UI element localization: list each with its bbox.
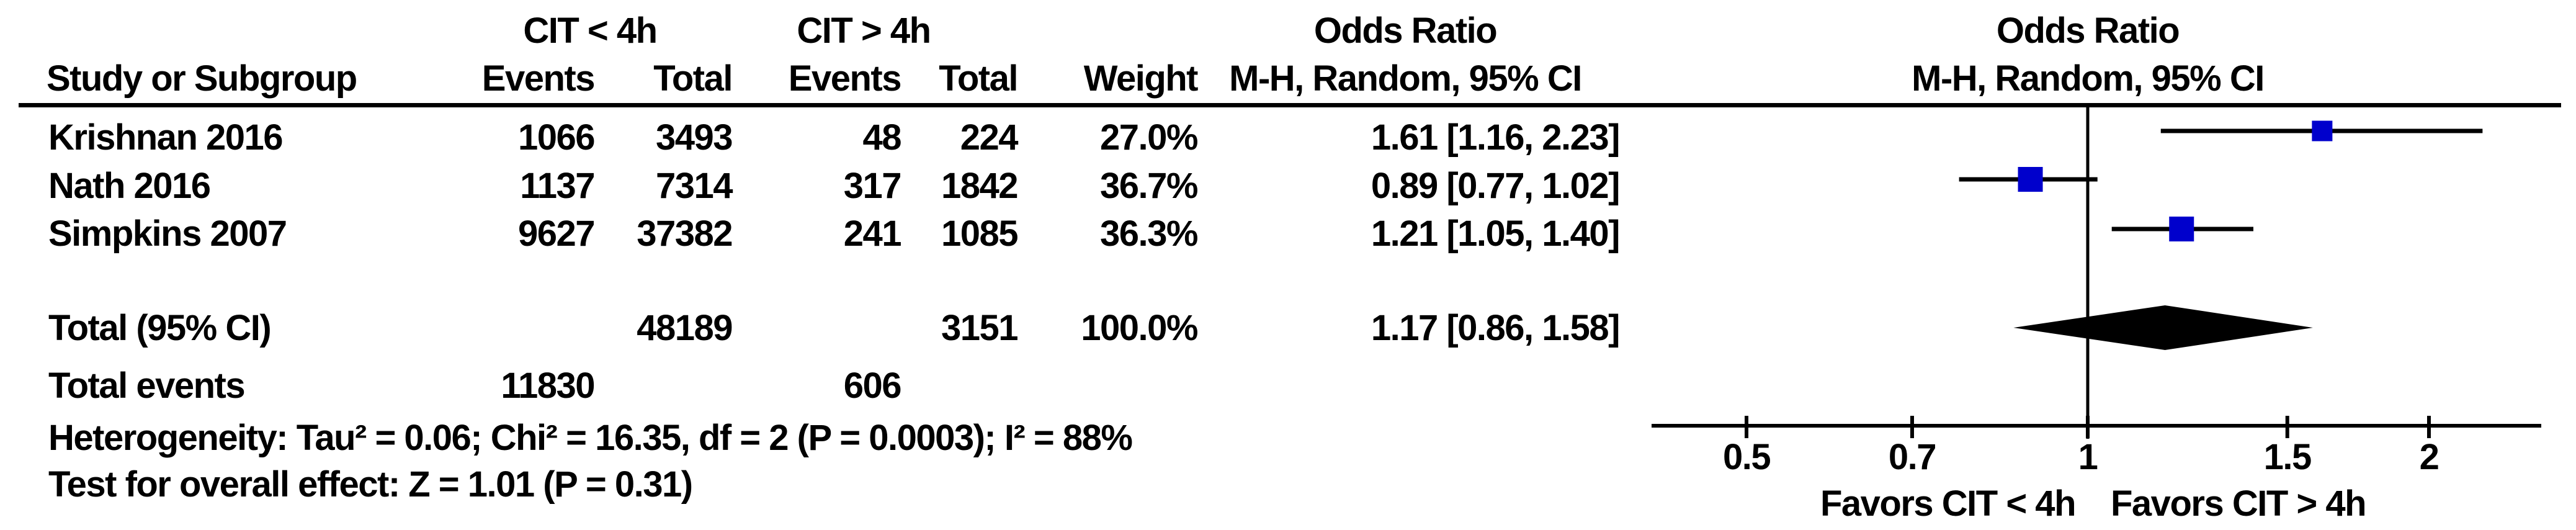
axis-tick-label: 0.5 — [1722, 437, 1771, 477]
study-total2: 1842 — [941, 166, 1019, 206]
axis-line — [1652, 424, 2541, 428]
group1-header: CIT < 4h — [523, 11, 658, 51]
axis-tick — [2086, 416, 2090, 438]
or-square — [2169, 217, 2194, 241]
study-weight: 36.7% — [1100, 166, 1198, 206]
total-or-ci: 1.17 [0.86, 1.58] — [1371, 308, 1621, 348]
study-events2: 317 — [843, 166, 902, 206]
axis-tick-label: 1.5 — [2263, 437, 2312, 477]
study-total1: 7314 — [655, 166, 733, 206]
odds-ratio-header-right: Odds Ratio — [1996, 11, 2180, 51]
study-name: Krishnan 2016 — [48, 117, 284, 158]
study-or-ci: 1.61 [1.16, 2.23] — [1371, 117, 1621, 158]
col-total2-header: Total — [939, 58, 1018, 99]
study-events1: 1137 — [520, 166, 595, 206]
study-total2: 224 — [960, 117, 1019, 158]
total-total2: 3151 — [941, 308, 1019, 348]
total-total1: 48189 — [637, 308, 733, 348]
axis-tick — [1745, 416, 1749, 438]
col-events1-header: Events — [481, 58, 596, 99]
total-weight: 100.0% — [1081, 308, 1198, 348]
group2-header: CIT > 4h — [797, 11, 931, 51]
summary-diamond — [2013, 305, 2313, 350]
axis-tick-label: 2 — [2419, 437, 2440, 477]
total-events-group2: 606 — [843, 366, 902, 406]
axis-tick — [2285, 416, 2289, 438]
study-events2: 241 — [843, 213, 902, 254]
total-events-label: Total events — [48, 366, 246, 406]
study-weight: 27.0% — [1100, 117, 1198, 158]
axis-tick-label: 0.7 — [1888, 437, 1937, 477]
study-or-ci: 1.21 [1.05, 1.40] — [1371, 213, 1621, 254]
axis-tick — [1910, 416, 1914, 438]
total-label: Total (95% CI) — [48, 308, 272, 348]
study-name: Nath 2016 — [48, 166, 211, 206]
col-weight-header: Weight — [1083, 58, 1199, 99]
col-total1-header: Total — [653, 58, 733, 99]
or-square — [2312, 120, 2333, 141]
study-total2: 1085 — [941, 213, 1019, 254]
mh-header-right: M-H, Random, 95% CI — [1912, 58, 2265, 99]
overall-effect-test: Test for overall effect: Z = 1.01 (P = 0… — [48, 464, 693, 505]
mh-header-left: M-H, Random, 95% CI — [1229, 58, 1582, 99]
col-study-header: Study or Subgroup — [47, 58, 357, 99]
or-reference-line — [2086, 106, 2090, 439]
study-or-ci: 0.89 [0.77, 1.02] — [1371, 166, 1621, 206]
study-events1: 1066 — [517, 117, 596, 158]
header-separator-line — [19, 103, 2561, 107]
axis-tick — [2426, 416, 2431, 438]
total-events-group1: 11830 — [501, 366, 595, 406]
odds-ratio-header-left: Odds Ratio — [1313, 11, 1498, 51]
study-events1: 9627 — [517, 213, 596, 254]
study-total1: 3493 — [655, 117, 733, 158]
study-total1: 37382 — [637, 213, 733, 254]
study-weight: 36.3% — [1100, 213, 1198, 254]
favors-left-label: Favors CIT < 4h — [1820, 483, 2077, 524]
heterogeneity-stats: Heterogeneity: Tau² = 0.06; Chi² = 16.35… — [48, 418, 1133, 458]
favors-right-label: Favors CIT > 4h — [2111, 483, 2367, 524]
study-name: Simpkins 2007 — [48, 213, 287, 254]
col-events2-header: Events — [788, 58, 902, 99]
study-events2: 48 — [862, 117, 901, 158]
or-square — [2018, 167, 2043, 192]
axis-tick-label: 1 — [2078, 437, 2098, 477]
